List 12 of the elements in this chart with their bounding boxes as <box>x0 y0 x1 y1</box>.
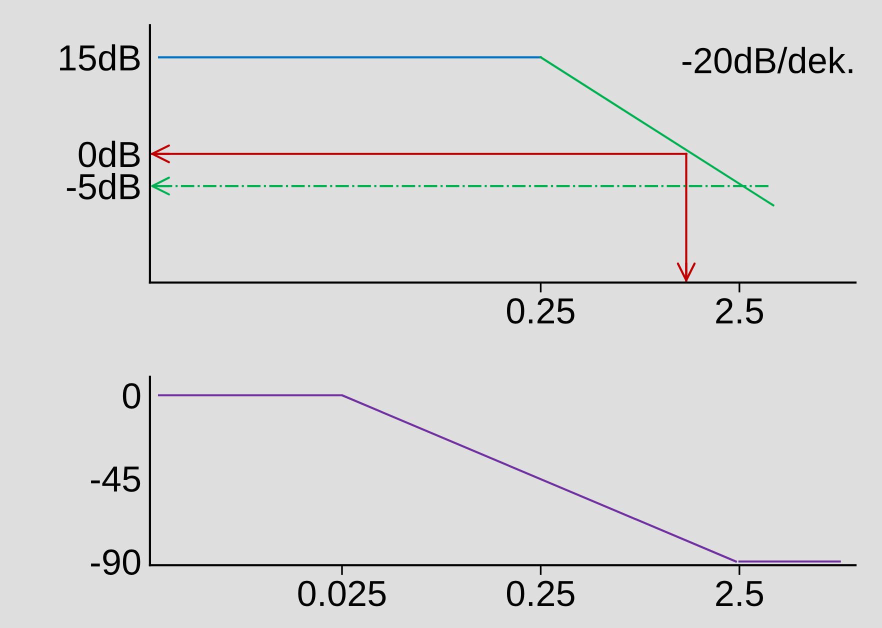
x-tick-label: 0.025 <box>298 580 386 606</box>
y-tick-label: -45 <box>91 466 140 492</box>
x-tick-label: 2.5 <box>716 298 764 324</box>
y-tick-label: 0dB <box>78 140 140 168</box>
x-tick-label: 2.5 <box>716 580 764 606</box>
y-tick-label: -5dB <box>66 172 140 200</box>
annotation: -20dB/dek. <box>682 46 852 74</box>
x-tick-label: 0.25 <box>506 580 574 606</box>
y-tick-label: 0 <box>122 383 140 409</box>
y-tick-label: 15dB <box>60 44 140 71</box>
y-tick-label: -90 <box>91 549 140 575</box>
x-tick-label: 0.25 <box>506 298 574 324</box>
